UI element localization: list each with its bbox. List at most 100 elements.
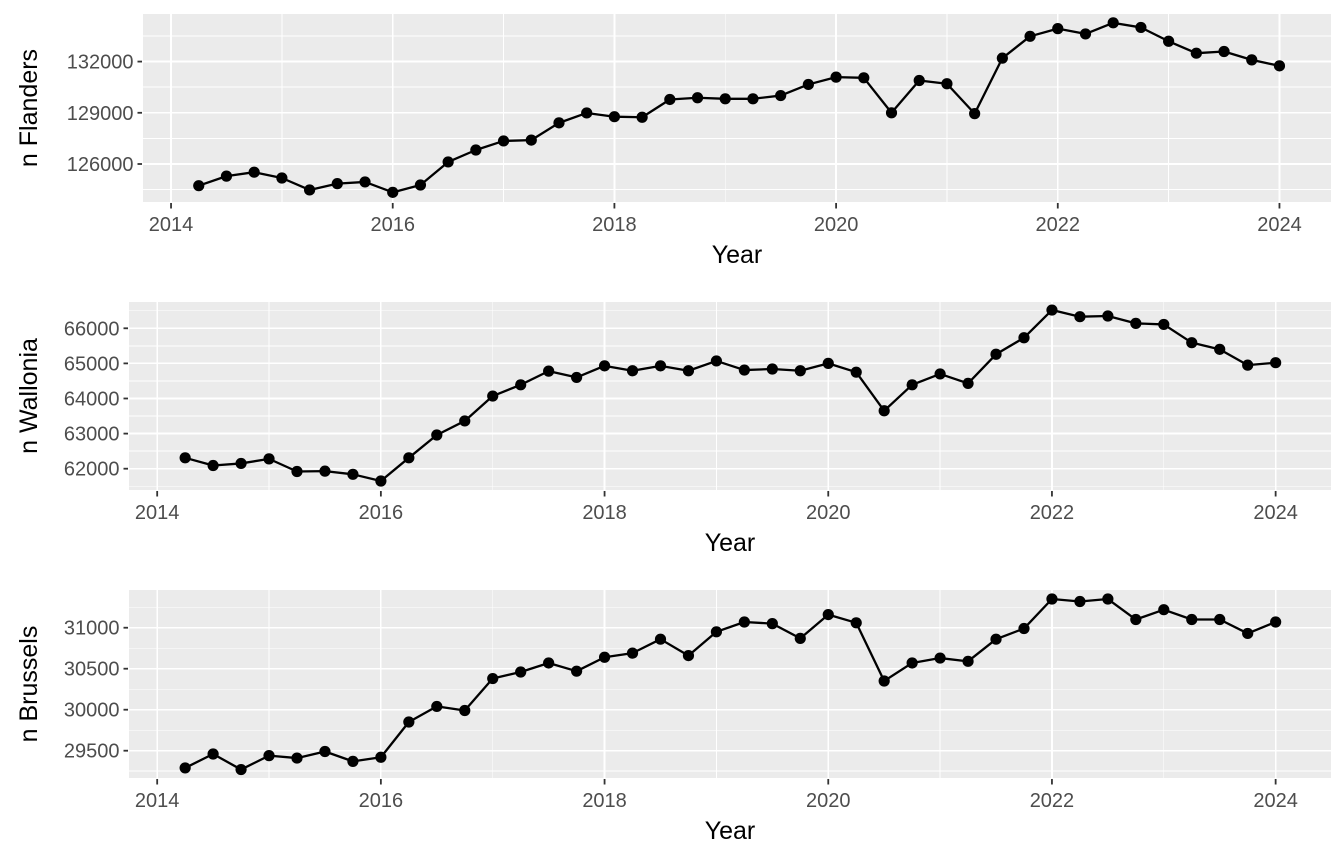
data-point bbox=[1186, 613, 1198, 626]
y-tick-label: 62000 bbox=[64, 459, 120, 481]
data-point bbox=[1052, 23, 1064, 35]
data-point bbox=[571, 665, 583, 677]
data-point bbox=[331, 178, 343, 190]
x-tick-label: 2014 bbox=[135, 502, 180, 524]
data-point bbox=[1018, 332, 1030, 344]
data-point bbox=[934, 368, 946, 380]
data-point bbox=[906, 657, 918, 669]
data-point bbox=[359, 176, 371, 188]
data-point bbox=[996, 52, 1008, 64]
data-point bbox=[414, 179, 427, 191]
data-point bbox=[1024, 30, 1036, 42]
chart-n-flanders: 126000 129000 132000 2014 2016 2018 2020 2022 20… bbox=[0, 0, 1344, 288]
data-point bbox=[962, 377, 974, 389]
data-point bbox=[1102, 310, 1114, 322]
data-point bbox=[543, 365, 555, 377]
data-point bbox=[347, 755, 359, 767]
data-point bbox=[487, 672, 499, 685]
chart-svg: 29500 30000 30500 31000 2014 2016 2018 2020 2022… bbox=[15, 590, 1331, 845]
data-point bbox=[822, 357, 834, 369]
data-point bbox=[553, 117, 565, 129]
data-point bbox=[794, 365, 806, 377]
data-point bbox=[1163, 35, 1175, 47]
data-point bbox=[830, 71, 842, 83]
data-point bbox=[581, 107, 593, 119]
data-point bbox=[654, 360, 667, 372]
data-point bbox=[1107, 17, 1119, 29]
data-point bbox=[654, 633, 667, 645]
data-point bbox=[220, 170, 233, 182]
x-axis-title: Year bbox=[705, 817, 756, 845]
y-tick-label: 64000 bbox=[64, 388, 120, 410]
y-tick-label: 31000 bbox=[64, 618, 120, 640]
data-point bbox=[608, 111, 621, 123]
x-tick-label: 2020 bbox=[814, 214, 859, 236]
data-point bbox=[291, 752, 303, 764]
chart-n-wallonia: 62000 63000 64000 65000 66000 2014 2016 2018 202… bbox=[0, 288, 1344, 576]
y-axis-title: n Brussels bbox=[15, 626, 43, 743]
data-point bbox=[941, 78, 953, 90]
data-point bbox=[1186, 337, 1198, 349]
data-point bbox=[1158, 604, 1170, 616]
data-point bbox=[571, 371, 583, 384]
data-point bbox=[962, 655, 974, 667]
data-point bbox=[682, 365, 695, 377]
data-point bbox=[1214, 343, 1226, 355]
x-tick-label: 2024 bbox=[1257, 214, 1302, 236]
data-point bbox=[802, 78, 814, 91]
data-point bbox=[442, 156, 454, 168]
data-point bbox=[387, 186, 399, 198]
data-point bbox=[263, 750, 275, 762]
data-point bbox=[822, 609, 834, 621]
data-point bbox=[710, 626, 723, 638]
data-point bbox=[459, 415, 471, 427]
x-tick-label: 2018 bbox=[582, 502, 627, 524]
data-point bbox=[766, 363, 778, 375]
data-point bbox=[207, 459, 219, 472]
data-point bbox=[913, 74, 925, 87]
data-point bbox=[470, 144, 482, 156]
x-tick-label: 2020 bbox=[806, 790, 851, 812]
data-point bbox=[682, 649, 695, 662]
data-point bbox=[626, 647, 639, 659]
data-point bbox=[1074, 595, 1086, 608]
x-tick-label: 2014 bbox=[149, 214, 194, 236]
data-point bbox=[738, 616, 750, 628]
data-point bbox=[747, 93, 759, 105]
data-point bbox=[263, 453, 275, 465]
data-point bbox=[738, 364, 750, 376]
data-point bbox=[1270, 357, 1282, 369]
data-point bbox=[969, 108, 981, 120]
x-tick-label: 2022 bbox=[1030, 502, 1075, 524]
data-point bbox=[403, 452, 415, 464]
data-point bbox=[1190, 47, 1202, 59]
data-point bbox=[375, 751, 387, 763]
x-axis-title: Year bbox=[712, 241, 763, 269]
x-tick-label: 2016 bbox=[359, 502, 404, 524]
data-point bbox=[598, 651, 611, 663]
data-point bbox=[934, 652, 946, 664]
data-point bbox=[235, 763, 247, 776]
data-point bbox=[1246, 54, 1258, 66]
data-point bbox=[1018, 622, 1030, 635]
data-point bbox=[710, 355, 723, 367]
data-point bbox=[375, 475, 387, 487]
y-tick-label: 65000 bbox=[64, 353, 120, 375]
y-tick-label: 29500 bbox=[64, 741, 120, 763]
data-line bbox=[198, 21, 1280, 194]
plot-panel bbox=[143, 14, 1331, 202]
data-point bbox=[878, 675, 890, 687]
data-point bbox=[1046, 593, 1058, 605]
data-point bbox=[291, 465, 303, 478]
y-tick-label: 63000 bbox=[64, 424, 120, 446]
data-point bbox=[207, 748, 219, 760]
data-point bbox=[515, 666, 527, 678]
y-tick-label: 30000 bbox=[64, 700, 120, 722]
data-point bbox=[179, 452, 191, 464]
data-point bbox=[691, 92, 704, 104]
y-axis-title: n Flanders bbox=[15, 49, 43, 167]
chart-svg: 126000 129000 132000 2014 2016 2018 2020 2022 20… bbox=[15, 14, 1331, 269]
data-line bbox=[184, 597, 1277, 771]
data-point bbox=[990, 633, 1002, 645]
data-point bbox=[319, 465, 331, 477]
